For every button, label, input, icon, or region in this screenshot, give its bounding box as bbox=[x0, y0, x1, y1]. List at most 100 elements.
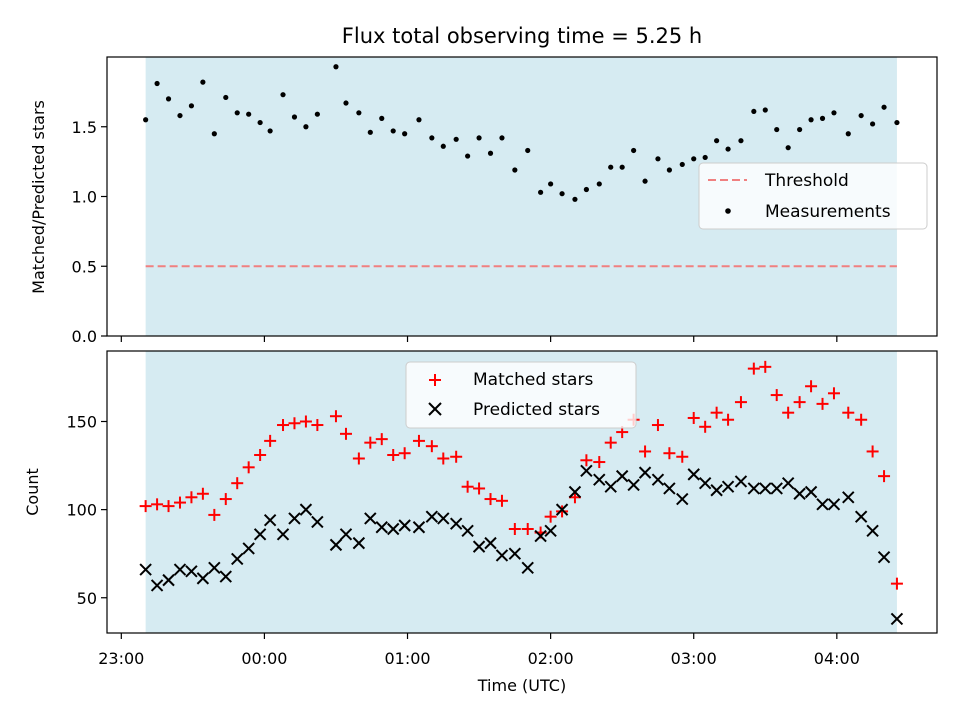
predicted-star-point bbox=[534, 529, 547, 543]
chart-title: Flux total observing time = 5.25 h bbox=[342, 24, 702, 48]
predicted-star-point bbox=[288, 512, 301, 525]
matched-star-point bbox=[450, 450, 463, 463]
measurement-point bbox=[223, 94, 229, 101]
matched-star-point bbox=[747, 362, 760, 375]
predicted-star-point bbox=[866, 524, 879, 537]
measurement-point bbox=[808, 117, 814, 123]
predicted-star-point bbox=[412, 521, 426, 534]
matched-star-point bbox=[710, 406, 723, 419]
legend-bottom: Matched stars Predicted stars bbox=[405, 361, 637, 429]
predicted-star-point bbox=[311, 515, 324, 529]
legend-matched-swatch bbox=[429, 374, 441, 386]
matched-star-point bbox=[722, 413, 735, 426]
measurement-point bbox=[870, 121, 876, 127]
predicted-star-point bbox=[555, 503, 569, 516]
matched-star-point bbox=[299, 415, 312, 428]
predicted-star-point bbox=[375, 521, 388, 534]
predicted-star-point bbox=[544, 524, 557, 537]
matched-star-point bbox=[544, 510, 557, 523]
predicted-star-point bbox=[580, 464, 593, 478]
y-axis-label-count: Count bbox=[23, 468, 42, 516]
y-tick-label: 0.5 bbox=[72, 257, 97, 276]
measurement-point bbox=[333, 64, 339, 70]
measurement-point bbox=[725, 146, 731, 152]
measurement-point bbox=[487, 150, 494, 156]
predicted-star-point bbox=[242, 542, 255, 555]
predicted-star-point bbox=[299, 503, 313, 516]
matched-star-point bbox=[387, 448, 400, 461]
y-tick-label: 1.5 bbox=[72, 118, 97, 137]
measurement-point bbox=[894, 119, 900, 126]
matched-star-point bbox=[556, 505, 569, 518]
measurement-point bbox=[440, 143, 446, 149]
matched-star-point bbox=[855, 413, 868, 426]
predicted-star-point bbox=[253, 528, 267, 541]
matched-star-point bbox=[770, 389, 783, 402]
matched-star-point bbox=[329, 410, 342, 423]
predicted-star-point bbox=[208, 561, 221, 574]
measurement-point bbox=[280, 92, 286, 98]
predicted-star-point bbox=[734, 475, 748, 488]
predicted-star-point bbox=[877, 551, 891, 564]
predicted-star-point bbox=[615, 469, 629, 483]
measurement-point bbox=[702, 154, 708, 161]
measurement-point bbox=[200, 79, 206, 85]
matched-star-point bbox=[196, 487, 209, 500]
predicted-star-point bbox=[150, 579, 164, 592]
predicted-star-point bbox=[687, 468, 700, 481]
matched-star-point bbox=[593, 456, 606, 469]
measurement-point bbox=[246, 111, 252, 117]
measurement-point bbox=[691, 156, 697, 162]
measurement-point bbox=[831, 110, 837, 116]
measurement-point bbox=[177, 112, 183, 119]
predicted-star-point bbox=[721, 480, 735, 493]
matched-star-point bbox=[242, 461, 255, 474]
predicted-star-point bbox=[461, 524, 474, 537]
measurement-point bbox=[548, 181, 554, 187]
measurement-point bbox=[845, 131, 851, 137]
predicted-star-point bbox=[508, 547, 522, 560]
matched-star-point bbox=[805, 380, 818, 393]
measurement-point bbox=[402, 131, 408, 137]
x-tick-label: 23:00 bbox=[98, 649, 144, 668]
matched-star-point bbox=[521, 523, 534, 536]
predicted-star-point bbox=[890, 612, 904, 626]
axes-frame-bottom bbox=[106, 350, 938, 634]
matched-star-point bbox=[151, 498, 164, 511]
x-tick-label: 02:00 bbox=[528, 649, 574, 668]
matched-star-point bbox=[352, 452, 365, 465]
predicted-star-point bbox=[604, 480, 617, 493]
matched-star-point bbox=[699, 420, 712, 433]
predicted-star-point bbox=[386, 522, 400, 536]
predicted-star-point bbox=[196, 572, 210, 585]
matched-star-point bbox=[759, 360, 772, 373]
legend-box-top bbox=[698, 162, 928, 230]
matched-star-point bbox=[264, 434, 277, 447]
measurement-point bbox=[416, 117, 422, 123]
predicted-star-point bbox=[638, 466, 652, 479]
measurement-point bbox=[143, 117, 149, 123]
predicted-star-point bbox=[676, 492, 689, 506]
legend-predicted-swatch bbox=[428, 402, 442, 416]
legend-box-bottom bbox=[405, 361, 637, 429]
measurement-point bbox=[538, 189, 544, 195]
matched-star-point bbox=[139, 500, 152, 513]
measurement-point bbox=[666, 167, 672, 173]
y-tick-label: 50 bbox=[77, 589, 97, 608]
y-tick-label: 150 bbox=[66, 413, 97, 432]
legend-predicted-label: Predicted stars bbox=[473, 400, 600, 420]
x-tick-label: 00:00 bbox=[241, 649, 287, 668]
matched-star-point bbox=[604, 436, 617, 449]
matched-star-point bbox=[437, 452, 450, 465]
matched-star-point bbox=[254, 448, 267, 461]
predicted-star-point bbox=[139, 563, 152, 576]
measurement-point bbox=[257, 119, 263, 126]
matched-star-point bbox=[375, 433, 388, 446]
y-tick-label: 1.0 bbox=[72, 188, 97, 207]
matched-star-point bbox=[687, 411, 700, 424]
measurement-point bbox=[390, 128, 396, 134]
legend-measurements-swatch bbox=[725, 208, 731, 214]
measurement-point bbox=[154, 80, 160, 87]
predicted-star-point bbox=[804, 485, 818, 499]
predicted-star-point bbox=[495, 549, 509, 562]
